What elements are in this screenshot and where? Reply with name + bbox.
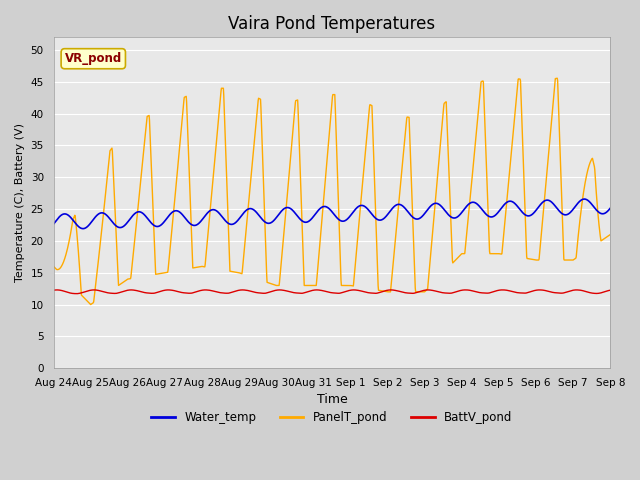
- BattV_pond: [541, 288, 548, 293]
- Water_temp: [419, 213, 426, 219]
- PanelT_pond: [236, 270, 244, 276]
- Legend: Water_temp, PanelT_pond, BattV_pond: Water_temp, PanelT_pond, BattV_pond: [147, 406, 517, 429]
- Water_temp: [79, 226, 87, 231]
- BattV_pond: [492, 288, 500, 294]
- PanelT_pond: [419, 289, 426, 295]
- Water_temp: [607, 205, 614, 211]
- Text: VR_pond: VR_pond: [65, 52, 122, 65]
- BattV_pond: [236, 287, 244, 293]
- Water_temp: [492, 212, 499, 218]
- Line: BattV_pond: BattV_pond: [54, 290, 611, 294]
- Title: Vaira Pond Temperatures: Vaira Pond Temperatures: [228, 15, 435, 33]
- BattV_pond: [607, 288, 614, 293]
- PanelT_pond: [161, 270, 168, 276]
- Line: Water_temp: Water_temp: [54, 199, 611, 228]
- Water_temp: [50, 221, 58, 227]
- BattV_pond: [72, 291, 80, 297]
- Y-axis label: Temperature (C), Battery (V): Temperature (C), Battery (V): [15, 123, 25, 282]
- BattV_pond: [50, 288, 58, 293]
- PanelT_pond: [174, 165, 182, 171]
- PanelT_pond: [541, 197, 548, 203]
- Water_temp: [236, 215, 244, 220]
- PanelT_pond: [607, 232, 614, 238]
- Line: PanelT_pond: PanelT_pond: [54, 78, 611, 304]
- PanelT_pond: [492, 251, 499, 256]
- Water_temp: [174, 208, 182, 214]
- PanelT_pond: [50, 264, 58, 269]
- BattV_pond: [174, 288, 182, 294]
- X-axis label: Time: Time: [317, 394, 348, 407]
- BattV_pond: [461, 287, 469, 293]
- BattV_pond: [419, 288, 426, 294]
- Water_temp: [161, 219, 168, 225]
- Water_temp: [580, 196, 588, 202]
- Water_temp: [541, 198, 548, 204]
- PanelT_pond: [87, 301, 95, 307]
- PanelT_pond: [554, 75, 561, 81]
- BattV_pond: [161, 288, 168, 293]
